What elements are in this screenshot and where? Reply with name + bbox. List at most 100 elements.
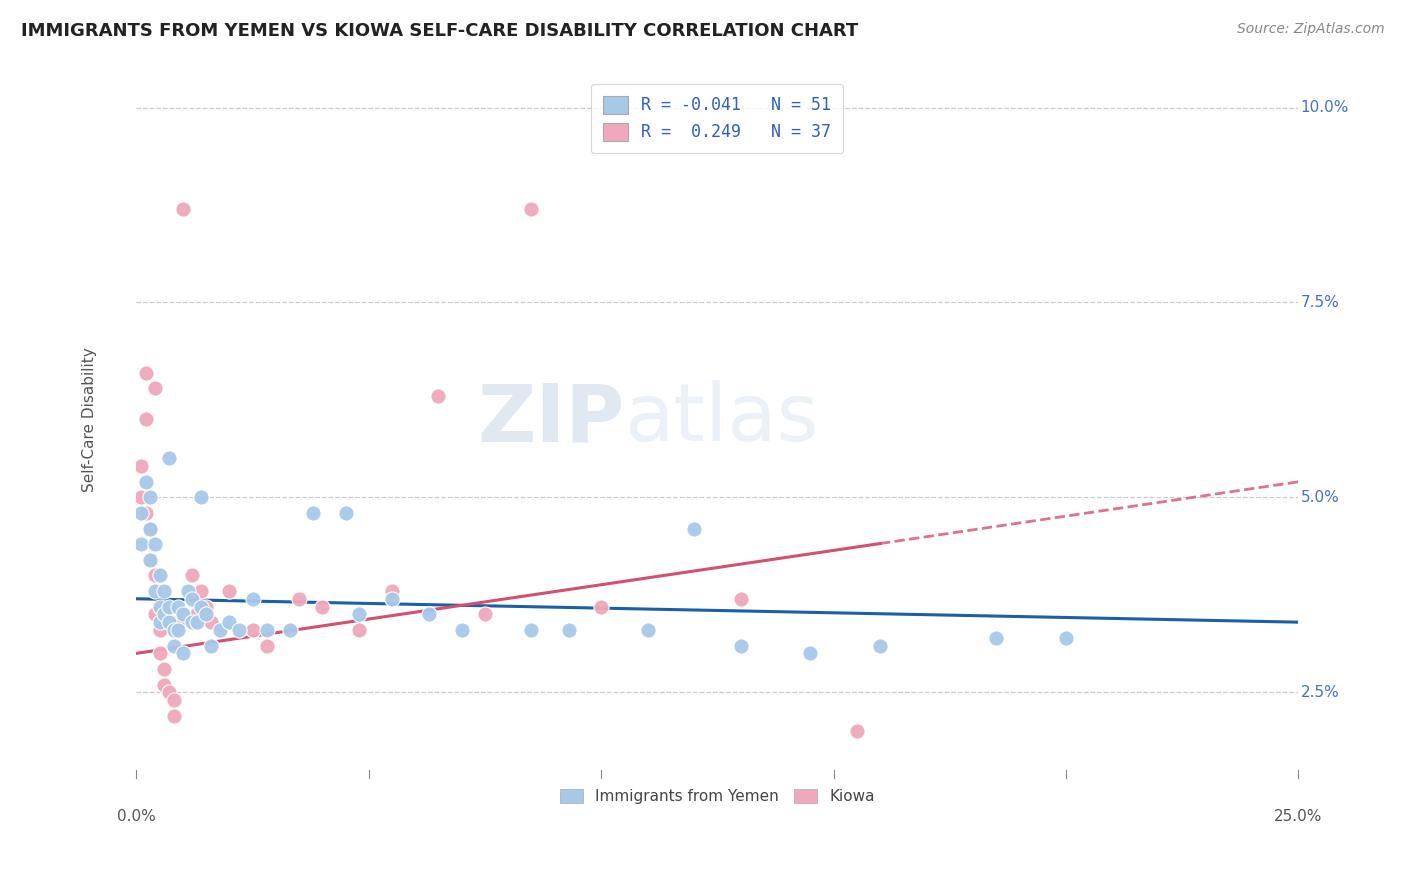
Point	[190, 584, 212, 599]
Text: IMMIGRANTS FROM YEMEN VS KIOWA SELF-CARE DISABILITY CORRELATION CHART: IMMIGRANTS FROM YEMEN VS KIOWA SELF-CARE…	[21, 22, 858, 40]
Point	[162, 639, 184, 653]
Point	[139, 553, 162, 567]
Text: 5.0%: 5.0%	[1301, 490, 1340, 505]
Point	[167, 623, 190, 637]
Point	[218, 584, 240, 599]
Text: Source: ZipAtlas.com: Source: ZipAtlas.com	[1237, 22, 1385, 37]
Point	[157, 685, 180, 699]
Point	[143, 537, 166, 551]
Point	[520, 623, 543, 637]
Point	[139, 553, 162, 567]
Point	[149, 599, 172, 614]
Point	[228, 623, 250, 637]
Point	[349, 607, 371, 622]
Point	[190, 491, 212, 505]
Point	[335, 506, 357, 520]
Text: ZIP: ZIP	[477, 380, 624, 458]
Text: 10.0%: 10.0%	[1301, 100, 1348, 115]
Point	[157, 615, 180, 629]
Text: Self-Care Disability: Self-Care Disability	[83, 347, 97, 491]
Point	[278, 623, 301, 637]
Point	[557, 623, 579, 637]
Point	[135, 475, 157, 489]
Point	[149, 568, 172, 582]
Point	[195, 599, 218, 614]
Point	[143, 381, 166, 395]
Point	[427, 389, 450, 403]
Point	[190, 599, 212, 614]
Point	[149, 623, 172, 637]
Point	[474, 607, 496, 622]
Point	[129, 537, 152, 551]
Point	[209, 623, 232, 637]
Point	[288, 591, 311, 606]
Point	[1054, 631, 1077, 645]
Point	[149, 615, 172, 629]
Point	[195, 607, 218, 622]
Point	[256, 639, 278, 653]
Legend: Immigrants from Yemen, Kiowa: Immigrants from Yemen, Kiowa	[553, 781, 883, 812]
Point	[162, 693, 184, 707]
Point	[186, 607, 208, 622]
Point	[381, 584, 404, 599]
Point	[181, 568, 204, 582]
Point	[172, 646, 194, 660]
Point	[153, 607, 176, 622]
Point	[591, 599, 613, 614]
Point	[157, 599, 180, 614]
Point	[149, 646, 172, 660]
Point	[135, 506, 157, 520]
Point	[129, 491, 152, 505]
Point	[139, 522, 162, 536]
Point	[200, 639, 222, 653]
Point	[153, 584, 176, 599]
Point	[181, 591, 204, 606]
Text: 0.0%: 0.0%	[117, 809, 156, 824]
Point	[186, 615, 208, 629]
Point	[683, 522, 706, 536]
Point	[730, 639, 752, 653]
Point	[242, 623, 264, 637]
Point	[162, 708, 184, 723]
Text: 25.0%: 25.0%	[1274, 809, 1323, 824]
Point	[139, 522, 162, 536]
Point	[135, 366, 157, 380]
Point	[869, 639, 891, 653]
Point	[153, 677, 176, 691]
Point	[135, 412, 157, 426]
Text: 2.5%: 2.5%	[1301, 685, 1340, 700]
Point	[143, 607, 166, 622]
Point	[256, 623, 278, 637]
Point	[242, 591, 264, 606]
Point	[986, 631, 1008, 645]
Point	[139, 491, 162, 505]
Point	[157, 451, 180, 466]
Point	[143, 568, 166, 582]
Point	[845, 724, 868, 739]
Point	[167, 615, 190, 629]
Point	[181, 615, 204, 629]
Text: 7.5%: 7.5%	[1301, 295, 1340, 310]
Point	[381, 591, 404, 606]
Point	[311, 599, 333, 614]
Point	[730, 591, 752, 606]
Point	[153, 662, 176, 676]
Point	[520, 202, 543, 216]
Point	[129, 506, 152, 520]
Point	[172, 202, 194, 216]
Point	[167, 599, 190, 614]
Point	[129, 459, 152, 474]
Text: atlas: atlas	[624, 380, 818, 458]
Point	[637, 623, 659, 637]
Point	[418, 607, 440, 622]
Point	[172, 607, 194, 622]
Point	[450, 623, 472, 637]
Point	[143, 584, 166, 599]
Point	[349, 623, 371, 637]
Point	[218, 615, 240, 629]
Point	[302, 506, 325, 520]
Point	[799, 646, 821, 660]
Point	[162, 623, 184, 637]
Point	[200, 615, 222, 629]
Point	[176, 584, 198, 599]
